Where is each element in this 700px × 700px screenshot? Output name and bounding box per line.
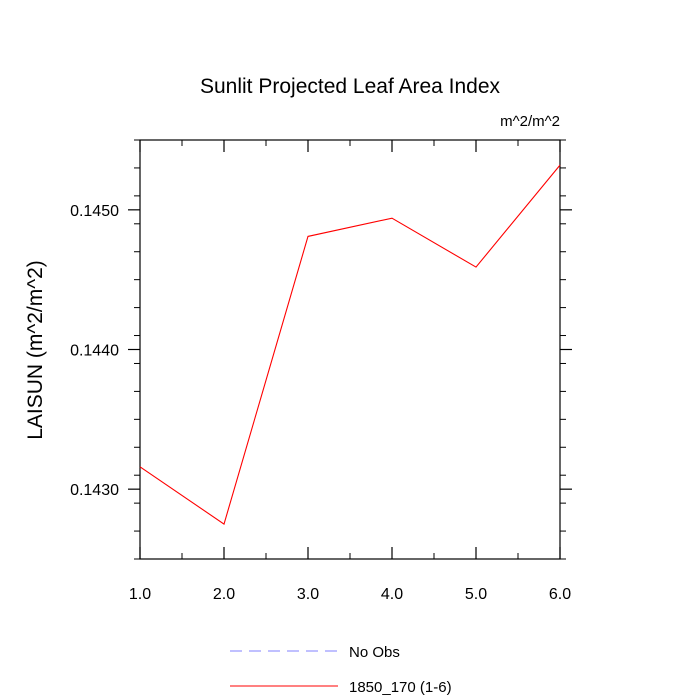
series-line — [139, 164, 561, 525]
x-tick-label: 3.0 — [297, 586, 319, 603]
x-tick-label: 2.0 — [213, 586, 235, 603]
y-axis-label: LAISUN (m^2/m^2) — [24, 260, 47, 440]
legend: No Obs 1850_170 (1-6) — [230, 644, 452, 696]
y-tick-label: 0.1450 — [70, 203, 119, 220]
units-label: m^2/m^2 — [500, 113, 560, 130]
x-tick-label: 6.0 — [549, 586, 571, 603]
legend-label: No Obs — [349, 644, 400, 661]
x-tick-label: 4.0 — [381, 586, 403, 603]
chart-title: Sunlit Projected Leaf Area Index — [200, 75, 501, 98]
series-layer — [139, 164, 561, 525]
x-tick-label: 1.0 — [129, 586, 151, 603]
legend-label: 1850_170 (1-6) — [349, 679, 452, 696]
tick-labels: 1.0 2.0 3.0 4.0 5.0 6.0 0.1430 0.1440 0.1450 — [70, 203, 571, 603]
y-tick-label: 0.1440 — [70, 343, 119, 360]
plot-frame — [139, 139, 561, 560]
y-tick-label: 0.1430 — [70, 482, 119, 499]
axis-ticks — [128, 139, 572, 560]
x-tick-label: 5.0 — [465, 586, 487, 603]
